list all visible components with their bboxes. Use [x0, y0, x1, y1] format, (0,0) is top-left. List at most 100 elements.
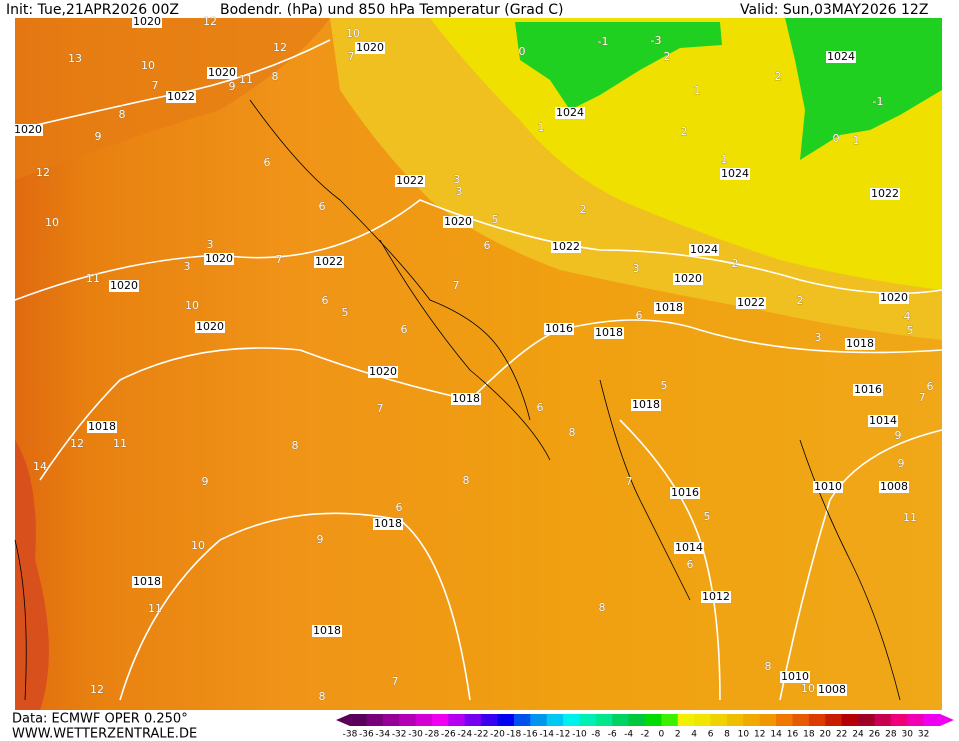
temperature-label: 7 [152, 79, 159, 92]
scale-swatch [694, 714, 712, 726]
temperature-label: 0 [519, 45, 526, 58]
isobar-label-box [736, 297, 766, 309]
temperature-label: 10 [185, 299, 199, 312]
scale-label: 20 [820, 730, 832, 740]
scale-label: 10 [738, 730, 750, 740]
temperature-label: 11 [113, 437, 127, 450]
scale-label: 4 [691, 730, 697, 740]
scale-label: -10 [572, 730, 587, 740]
isobar-label: 1020 [133, 15, 161, 28]
isobar-label: 1018 [655, 301, 683, 314]
temperature-label: 5 [704, 510, 711, 523]
isobar-label-box [368, 366, 398, 378]
isobar-label-box [813, 481, 843, 493]
temperature-label: 6 [537, 401, 544, 414]
temperature-label: 12 [70, 437, 84, 450]
temperature-label: 6 [927, 380, 934, 393]
isobar-label-box [132, 576, 162, 588]
scale-label: -28 [425, 730, 440, 740]
scale-swatch [382, 714, 400, 726]
scale-swatch [776, 714, 793, 726]
scale-swatch [448, 714, 466, 726]
isobar-label-box [355, 42, 385, 54]
scale-arrow-left [336, 714, 350, 726]
temperature-label: 9 [229, 80, 236, 93]
temperature-label: 3 [207, 238, 214, 251]
temperature-label: 8 [292, 439, 299, 452]
isobar-label-box [817, 684, 847, 696]
temperature-label: 7 [919, 391, 926, 404]
warm-area [15, 440, 49, 710]
isobar-label-box [395, 175, 425, 187]
scale-swatch [759, 714, 777, 726]
temperature-label: 13 [68, 52, 82, 65]
temperature-label: 1 [694, 84, 701, 97]
cold-area [515, 22, 722, 110]
isobar-label: 1020 [356, 41, 384, 54]
temperature-label: 12 [273, 41, 287, 54]
color-scale: -38 -36 -34 -32 -30 -28 -26 -24 -22 -20 -18 -16 -14-… [336, 714, 954, 740]
scale-label: 2 [675, 730, 681, 740]
website: WWW.WETTERZENTRALE.DE [12, 727, 197, 741]
scale-label: 24 [852, 730, 864, 740]
temperature-label: 6 [687, 558, 694, 571]
scale-swatch [907, 714, 925, 726]
scale-swatch [743, 714, 761, 726]
scale-label: -30 [408, 730, 423, 740]
scale-label: 18 [803, 730, 815, 740]
scale-swatch [841, 714, 859, 726]
isobar-label: 1020 [674, 272, 702, 285]
isobar-label-box [373, 518, 403, 530]
isobar-label-box [853, 384, 883, 396]
temperature-label: 6 [264, 156, 271, 169]
scale-label: 6 [708, 730, 714, 740]
isobar-label: 1024 [827, 50, 855, 63]
isobar-label: 1022 [315, 255, 343, 268]
temperature-label: 5 [492, 213, 499, 226]
temperature-label: 6 [396, 501, 403, 514]
scale-label: -16 [523, 730, 538, 740]
temperature-label: 9 [898, 457, 905, 470]
isobar-label: 1020 [880, 291, 908, 304]
scale-label: -34 [375, 730, 390, 740]
isobar-label-box [845, 338, 875, 350]
scale-label: 14 [770, 730, 782, 740]
scale-swatch [858, 714, 875, 726]
isobar-label: 1024 [690, 243, 718, 256]
isobar-label: 1018 [374, 517, 402, 530]
scale-swatch [563, 714, 580, 726]
map-title: Bodendr. (hPa) und 850 hPa Temperatur (G… [220, 2, 563, 18]
isobar-label: 1020 [110, 279, 138, 292]
temperature-label: 11 [903, 511, 917, 524]
temperature-label: -1 [598, 35, 609, 48]
scale-swatch [808, 714, 826, 726]
temperature-label: 2 [797, 294, 804, 307]
scale-label: 0 [659, 730, 665, 740]
isobar-label-box [868, 415, 898, 427]
isobar-label: 1008 [880, 480, 908, 493]
isobar-label-box [544, 323, 574, 335]
temperature-label: 3 [633, 262, 640, 275]
scale-swatch [350, 714, 367, 726]
map-labels: 1020102010201022102010241024102210201022… [13, 15, 934, 703]
temperature-label: 2 [732, 257, 739, 270]
temperature-label: 2 [664, 50, 671, 63]
cold-area [785, 18, 942, 160]
coastlines [14, 99, 901, 701]
scale-label: -8 [591, 730, 600, 740]
temperature-label: 1 [538, 121, 545, 134]
temperature-label: 6 [484, 239, 491, 252]
isobar-label: 1018 [846, 337, 874, 350]
isobar-label: 1018 [632, 398, 660, 411]
temperature-label: 10 [45, 216, 59, 229]
scale-label: 8 [724, 730, 730, 740]
scale-swatch [726, 714, 744, 726]
scale-swatch [513, 714, 531, 726]
scale-label: -24 [457, 730, 472, 740]
isobar-label: 1024 [556, 106, 584, 119]
scale-label: -36 [359, 730, 374, 740]
temperature-label: 4 [904, 310, 911, 323]
isobar-label: 1008 [818, 683, 846, 696]
temperature-label: 3 [456, 185, 463, 198]
temperature-label: 7 [453, 279, 460, 292]
